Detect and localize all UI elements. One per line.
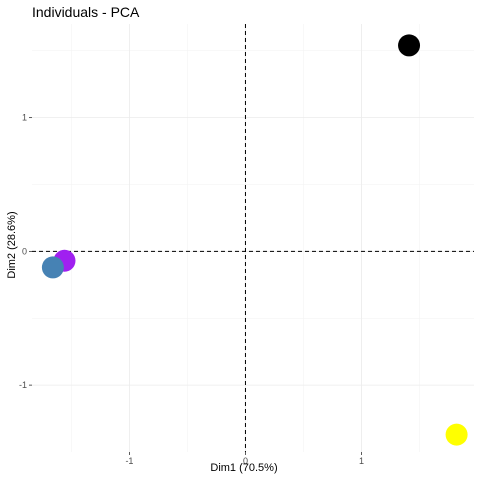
y-axis-label: Dim2 (28.6%) [6,211,18,278]
reference-lines [32,24,474,452]
data-point [398,34,421,57]
data-point [41,256,64,279]
x-tick-label: 0 [243,456,248,466]
y-tick-label: 1 [22,113,27,123]
x-axis: -1 0 1 [125,452,364,466]
y-tick-label: 0 [22,246,27,256]
data-point [445,423,468,446]
x-tick-label: 1 [359,456,364,466]
x-axis-label: Dim1 (70.5%) [210,462,277,474]
grid [32,24,474,452]
y-tick-label: -1 [19,380,27,390]
chart-title: Individuals - PCA [32,4,140,20]
x-tick-label: -1 [125,456,133,466]
data-points [41,34,468,446]
y-axis: -1 0 1 [19,113,32,390]
